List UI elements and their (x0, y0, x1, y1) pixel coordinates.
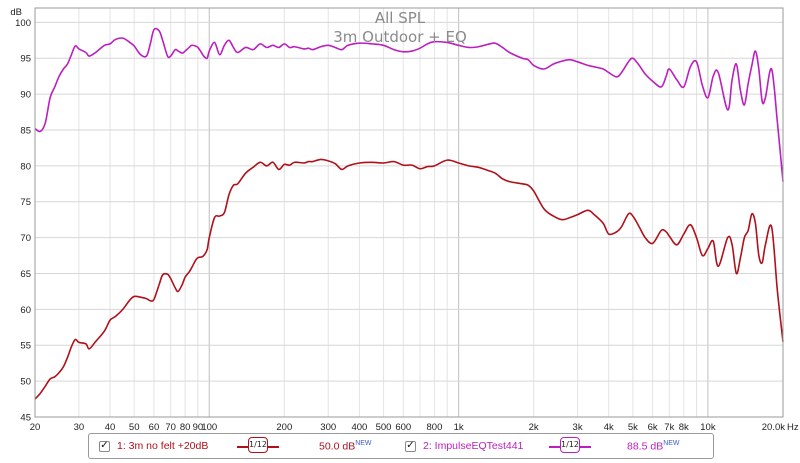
x-tick-label: 3k (573, 422, 583, 433)
x-tick-label: 200 (276, 422, 292, 433)
y-tick-label: 70 (20, 233, 31, 244)
series-2-offset[interactable]: 88.5 dBNEW (627, 440, 680, 453)
y-tick-label: 80 (20, 161, 31, 172)
series-2-label: 2: ImpulseEQTest441 (423, 440, 524, 452)
y-tick-label: 90 (20, 90, 31, 101)
x-tick-label: 50 (129, 422, 140, 433)
legend-item-series-1: ✓ 1: 3m no felt +20dB (99, 434, 208, 458)
x-tick-label: 60 (149, 422, 160, 433)
x-tick-label: 6k (648, 422, 658, 433)
legend-item-series-2: ✓ 2: ImpulseEQTest441 (405, 434, 523, 458)
x-tick-label: 400 (351, 422, 367, 433)
grid (34, 8, 784, 418)
series-2-checkbox[interactable]: ✓ (405, 440, 416, 452)
x-tick-label: 600 (395, 422, 411, 433)
y-tick-label: 65 (20, 269, 31, 280)
series-1-offset[interactable]: 50.0 dBNEW (319, 440, 372, 453)
series-2-smoothing-value: 1/12 (560, 437, 580, 453)
series-1-smoothing-value: 1/12 (248, 437, 268, 453)
y-tick-label: 95 (20, 54, 31, 65)
series-2-smoothing-control[interactable]: 1/12 (549, 436, 591, 456)
x-tick-label: 30 (74, 422, 85, 433)
y-tick-label: 60 (20, 305, 31, 316)
x-tick-label: 70 (165, 422, 176, 433)
x-tick-label: 100 (201, 422, 217, 433)
plot-frame (34, 7, 784, 418)
series-1-line (34, 158, 784, 400)
y-unit-label: dB (10, 7, 22, 18)
x-tick-label: 1k (454, 422, 464, 433)
x-tick-label: 20 (30, 422, 41, 433)
series-layer (34, 27, 784, 400)
x-unit-label: Hz (787, 422, 799, 433)
legend: ✓ 1: 3m no felt +20dB 1/12 50.0 dBNEW ✓ … (88, 433, 714, 459)
series-2-offset-value: 88.5 dB (627, 440, 664, 453)
chart-title: All SPL (375, 9, 426, 27)
chart-subtitle: 3m Outdoor + EQ (333, 28, 467, 46)
x-tick-label: 500 (376, 422, 392, 433)
x-tick-label: 80 (180, 422, 191, 433)
series-1-new-tag: NEW (355, 440, 372, 447)
series-1-checkbox[interactable]: ✓ (99, 440, 110, 452)
x-tick-label: 10k (700, 422, 716, 433)
series-2-line (34, 27, 784, 182)
x-tick-label: 20.0k (762, 422, 785, 433)
y-tick-label: 50 (20, 377, 31, 388)
series-1-label: 1: 3m no felt +20dB (117, 440, 209, 452)
x-tick-label: 5k (628, 422, 638, 433)
y-tick-label: 45 (20, 413, 31, 424)
y-tick-label: 100 (15, 18, 31, 29)
series-1-smoothing-control[interactable]: 1/12 (237, 436, 279, 456)
y-tick-label: 55 (20, 341, 31, 352)
x-tick-label: 8k (679, 422, 689, 433)
x-tick-label: 800 (427, 422, 443, 433)
x-tick-label: 40 (105, 422, 116, 433)
x-tick-label: 90 (193, 422, 204, 433)
series-2-new-tag: NEW (663, 440, 680, 447)
x-tick-label: 2k (529, 422, 539, 433)
x-tick-label: 300 (320, 422, 336, 433)
y-tick-label: 75 (20, 197, 31, 208)
y-tick-label: 85 (20, 125, 31, 136)
x-tick-label: 4k (604, 422, 614, 433)
x-tick-label: 7k (664, 422, 674, 433)
series-1-offset-value: 50.0 dB (319, 440, 356, 453)
